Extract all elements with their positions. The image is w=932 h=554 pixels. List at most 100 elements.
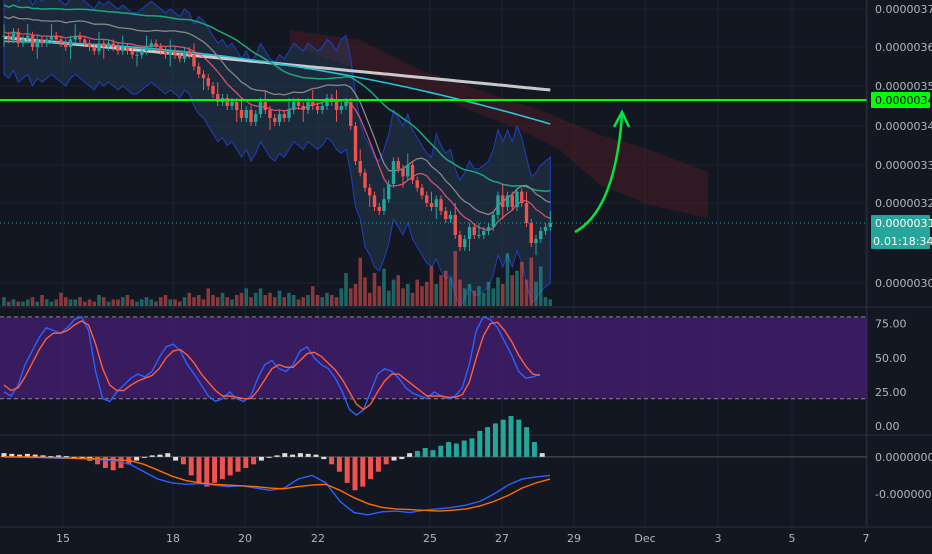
macd-histogram-bar xyxy=(375,456,381,472)
candle-body xyxy=(26,35,30,40)
candle-body xyxy=(111,43,115,47)
time-tick-label: 20 xyxy=(238,532,252,545)
candle-body xyxy=(182,50,187,59)
macd-histogram-bar xyxy=(243,456,249,468)
volume-bar xyxy=(348,288,353,306)
candle-body xyxy=(296,102,301,106)
volume-bar xyxy=(187,292,192,306)
volume-bar xyxy=(211,295,215,306)
macd-histogram-bar xyxy=(399,456,405,460)
volume-bar xyxy=(30,297,35,306)
candle-body xyxy=(54,35,58,40)
macd-histogram-bar xyxy=(438,445,444,457)
macd-histogram-bar xyxy=(360,456,366,487)
volume-bar xyxy=(154,301,158,306)
volume-bar xyxy=(529,257,534,306)
volume-bar xyxy=(49,301,54,306)
candle-body xyxy=(458,235,462,247)
candle-body xyxy=(515,191,519,207)
volume-bar xyxy=(282,297,287,306)
macd-panel[interactable] xyxy=(0,416,867,516)
candle-body xyxy=(277,114,282,122)
volume-bar xyxy=(410,292,415,306)
macd-histogram-bar xyxy=(329,456,335,465)
candle-body xyxy=(363,172,367,188)
macd-histogram-bar xyxy=(297,453,303,457)
candle-body xyxy=(244,110,248,118)
macd-histogram-bar xyxy=(290,454,296,457)
candle-body xyxy=(358,161,362,173)
macd-histogram-bar xyxy=(110,456,116,471)
macd-histogram-bar xyxy=(313,454,319,457)
volume-bar xyxy=(496,277,500,306)
breakout-arrow[interactable] xyxy=(574,114,624,234)
candle-body xyxy=(35,39,39,47)
resistance-price-tag: 0.00000346 xyxy=(871,92,932,108)
volume-bar xyxy=(258,288,263,306)
candle-body xyxy=(477,235,481,236)
volume-bar xyxy=(420,286,424,306)
candle-body xyxy=(548,223,552,227)
candle-body xyxy=(11,31,16,40)
price-tick-label: 0.00000300 xyxy=(875,277,932,290)
volume-bar xyxy=(206,288,211,306)
macd-histogram-bar xyxy=(266,456,272,458)
macd-histogram-bar xyxy=(188,456,194,476)
candle-body xyxy=(401,168,405,177)
price-panel[interactable] xyxy=(0,0,867,309)
macd-histogram-bar xyxy=(469,438,475,457)
macd-histogram-bar xyxy=(24,453,30,457)
time-axis[interactable]: 15 18 20 22 25 27 29 Dec 3 5 7 xyxy=(56,532,870,545)
volume-bar xyxy=(120,297,125,306)
macd-tick-label: -0.00000005 xyxy=(875,488,932,501)
time-tick-label: 25 xyxy=(423,532,437,545)
volume-bar xyxy=(192,297,196,306)
macd-histogram-bar xyxy=(165,453,171,457)
macd-axis[interactable]: 0.00000000 -0.00000005 xyxy=(875,451,932,501)
macd-histogram-bar xyxy=(227,456,233,476)
candle-body xyxy=(529,223,533,243)
macd-histogram-bar xyxy=(63,456,69,458)
volume-bar xyxy=(291,295,296,306)
volume-bar xyxy=(272,297,277,306)
macd-histogram-bar xyxy=(524,427,530,457)
candle-body xyxy=(121,47,125,51)
volume-bar xyxy=(130,299,135,306)
volume-bar xyxy=(325,292,329,306)
stochastic-d-line xyxy=(3,320,540,411)
candle-body xyxy=(59,39,63,44)
volume-bar xyxy=(139,299,144,306)
candle-body xyxy=(429,203,434,207)
volume-bar xyxy=(344,273,348,306)
macd-histogram-bar xyxy=(344,456,350,483)
breakout-arrow-head xyxy=(612,109,631,128)
macd-histogram-bar xyxy=(508,416,514,457)
macd-histogram-bar xyxy=(95,456,101,465)
volume-bar xyxy=(329,295,334,306)
volume-bar xyxy=(54,299,59,306)
candle-body xyxy=(83,39,87,44)
stochastic-panel[interactable] xyxy=(0,315,867,416)
volume-bar xyxy=(391,279,396,306)
candle-body xyxy=(301,106,305,110)
volume-bar xyxy=(315,295,320,306)
volume-bar xyxy=(125,295,130,306)
candles xyxy=(2,24,552,255)
stochastic-tick-label: 50.00 xyxy=(875,352,907,365)
candle-body xyxy=(144,47,149,51)
volume-bar xyxy=(548,299,553,306)
candle-body xyxy=(97,43,101,51)
candle-body xyxy=(306,102,310,110)
candle-body xyxy=(106,43,111,47)
candle-body xyxy=(273,118,277,122)
candle-body xyxy=(92,47,96,51)
volume-bar xyxy=(78,297,82,306)
macd-histogram-bar xyxy=(446,442,452,457)
stochastic-axis[interactable]: 75.00 50.00 25.00 0.00 xyxy=(875,318,907,433)
macd-line xyxy=(4,456,551,516)
volume-bar xyxy=(377,286,382,306)
